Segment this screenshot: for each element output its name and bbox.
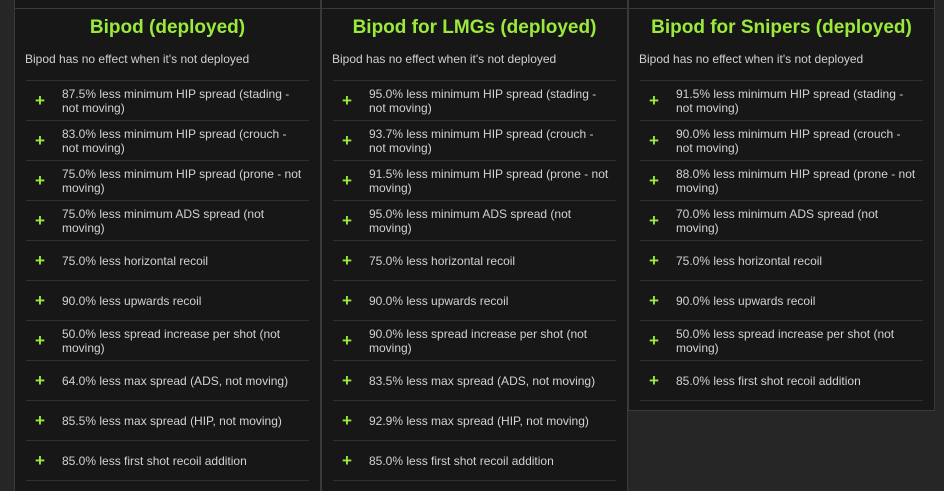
plus-icon: + xyxy=(35,450,45,470)
stat-row: +95.0% less minimum HIP spread (stading … xyxy=(333,81,616,121)
plus-icon: + xyxy=(649,250,659,270)
stat-row: +88.0% less minimum HIP spread (prone - … xyxy=(640,161,923,201)
stat-text: 95.0% less minimum ADS spread (not movin… xyxy=(369,206,572,235)
stat-text: 75.0% less minimum ADS spread (not movin… xyxy=(62,206,265,235)
stat-text: 85.5% less max spread (HIP, not moving) xyxy=(62,413,282,428)
stat-text: 90.0% less upwards recoil xyxy=(62,293,202,308)
plus-icon: + xyxy=(342,450,352,470)
card-title: Bipod for Snipers (deployed) xyxy=(651,17,912,38)
stat-text: 85.0% less first shot recoil addition xyxy=(676,373,861,388)
plus-icon: + xyxy=(342,290,352,310)
stat-text: 90.0% less upwards recoil xyxy=(676,293,816,308)
stat-list: +87.5% less minimum HIP spread (stading … xyxy=(26,80,309,481)
plus-icon: + xyxy=(342,370,352,390)
card-top-border xyxy=(322,8,627,9)
plus-icon: + xyxy=(649,170,659,190)
stat-text: 83.0% less minimum HIP spread (crouch - … xyxy=(62,126,287,155)
stat-text: 75.0% less horizontal recoil xyxy=(369,253,516,268)
stat-text: 91.5% less minimum HIP spread (stading -… xyxy=(676,86,904,115)
stat-row: +64.0% less max spread (ADS, not moving) xyxy=(26,361,309,401)
stat-text: 85.0% less first shot recoil addition xyxy=(369,453,554,468)
plus-icon: + xyxy=(35,250,45,270)
stat-text: 90.0% less upwards recoil xyxy=(369,293,509,308)
stat-row: +90.0% less upwards recoil xyxy=(640,281,923,321)
card-note: Bipod has no effect when it's not deploy… xyxy=(332,52,557,66)
plus-icon: + xyxy=(342,90,352,110)
plus-icon: + xyxy=(342,330,352,350)
stat-text: 75.0% less minimum HIP spread (prone - n… xyxy=(62,166,302,195)
stat-row: +50.0% less spread increase per shot (no… xyxy=(26,321,309,361)
card-top-border xyxy=(15,8,320,9)
plus-icon: + xyxy=(35,410,45,430)
stat-row: +85.0% less first shot recoil addition xyxy=(26,441,309,481)
plus-icon: + xyxy=(649,90,659,110)
stat-row: +87.5% less minimum HIP spread (stading … xyxy=(26,81,309,121)
card-title: Bipod for LMGs (deployed) xyxy=(352,17,597,38)
stat-text: 90.0% less minimum HIP spread (crouch - … xyxy=(676,126,901,155)
plus-icon: + xyxy=(649,370,659,390)
stat-text: 88.0% less minimum HIP spread (prone - n… xyxy=(676,166,916,195)
stat-row: +83.5% less max spread (ADS, not moving) xyxy=(333,361,616,401)
stat-text: 50.0% less spread increase per shot (not… xyxy=(62,326,281,355)
stat-row: +83.0% less minimum HIP spread (crouch -… xyxy=(26,121,309,161)
stat-row: +95.0% less minimum ADS spread (not movi… xyxy=(333,201,616,241)
plus-icon: + xyxy=(35,90,45,110)
plus-icon: + xyxy=(342,250,352,270)
stat-text: 64.0% less max spread (ADS, not moving) xyxy=(62,373,289,388)
stat-row: +90.0% less minimum HIP spread (crouch -… xyxy=(640,121,923,161)
stat-row: +50.0% less spread increase per shot (no… xyxy=(640,321,923,361)
plus-icon: + xyxy=(35,210,45,230)
stat-text: 93.7% less minimum HIP spread (crouch - … xyxy=(369,126,594,155)
plus-icon: + xyxy=(649,210,659,230)
plus-icon: + xyxy=(35,370,45,390)
stat-text: 75.0% less horizontal recoil xyxy=(676,253,823,268)
stat-text: 90.0% less spread increase per shot (not… xyxy=(369,326,588,355)
stat-text: 83.5% less max spread (ADS, not moving) xyxy=(369,373,596,388)
stat-row: +85.0% less first shot recoil addition xyxy=(640,361,923,401)
card-note: Bipod has no effect when it's not deploy… xyxy=(25,52,250,66)
card-top-border xyxy=(629,8,934,9)
stat-row: +93.7% less minimum HIP spread (crouch -… xyxy=(333,121,616,161)
stat-text: 95.0% less minimum HIP spread (stading -… xyxy=(369,86,597,115)
stat-row: +75.0% less horizontal recoil xyxy=(333,241,616,281)
plus-icon: + xyxy=(342,210,352,230)
plus-icon: + xyxy=(649,330,659,350)
plus-icon: + xyxy=(342,170,352,190)
attachment-card-bipod-lmg: Bipod for LMGs (deployed) Bipod has no e… xyxy=(321,0,628,491)
plus-icon: + xyxy=(649,290,659,310)
stat-text: 91.5% less minimum HIP spread (prone - n… xyxy=(369,166,609,195)
stat-row: +75.0% less minimum ADS spread (not movi… xyxy=(26,201,309,241)
stat-row: +70.0% less minimum ADS spread (not movi… xyxy=(640,201,923,241)
stat-list: +95.0% less minimum HIP spread (stading … xyxy=(333,80,616,481)
stat-row: +91.5% less minimum HIP spread (prone - … xyxy=(333,161,616,201)
plus-icon: + xyxy=(35,130,45,150)
stat-row: +75.0% less horizontal recoil xyxy=(640,241,923,281)
attachment-card-bipod-sniper: Bipod for Snipers (deployed) Bipod has n… xyxy=(628,0,935,411)
card-title: Bipod (deployed) xyxy=(89,17,246,38)
plus-icon: + xyxy=(649,130,659,150)
plus-icon: + xyxy=(35,290,45,310)
stat-row: +75.0% less minimum HIP spread (prone - … xyxy=(26,161,309,201)
stat-row: +90.0% less upwards recoil xyxy=(26,281,309,321)
attachment-card-bipod: Bipod (deployed) Bipod has no effect whe… xyxy=(14,0,321,491)
stat-text: 75.0% less horizontal recoil xyxy=(62,253,209,268)
plus-icon: + xyxy=(342,410,352,430)
stat-row: +90.0% less spread increase per shot (no… xyxy=(333,321,616,361)
stat-text: 87.5% less minimum HIP spread (stading -… xyxy=(62,86,290,115)
card-note: Bipod has no effect when it's not deploy… xyxy=(639,52,864,66)
plus-icon: + xyxy=(35,330,45,350)
stat-row: +85.0% less first shot recoil addition xyxy=(333,441,616,481)
stat-text: 85.0% less first shot recoil addition xyxy=(62,453,247,468)
stat-text: 70.0% less minimum ADS spread (not movin… xyxy=(676,206,879,235)
stat-row: +85.5% less max spread (HIP, not moving) xyxy=(26,401,309,441)
plus-icon: + xyxy=(35,170,45,190)
stat-list: +91.5% less minimum HIP spread (stading … xyxy=(640,80,923,401)
stat-text: 92.9% less max spread (HIP, not moving) xyxy=(369,413,589,428)
stat-text: 50.0% less spread increase per shot (not… xyxy=(676,326,895,355)
stat-row: +90.0% less upwards recoil xyxy=(333,281,616,321)
stat-row: +75.0% less horizontal recoil xyxy=(26,241,309,281)
stat-row: +92.9% less max spread (HIP, not moving) xyxy=(333,401,616,441)
stat-row: +91.5% less minimum HIP spread (stading … xyxy=(640,81,923,121)
plus-icon: + xyxy=(342,130,352,150)
